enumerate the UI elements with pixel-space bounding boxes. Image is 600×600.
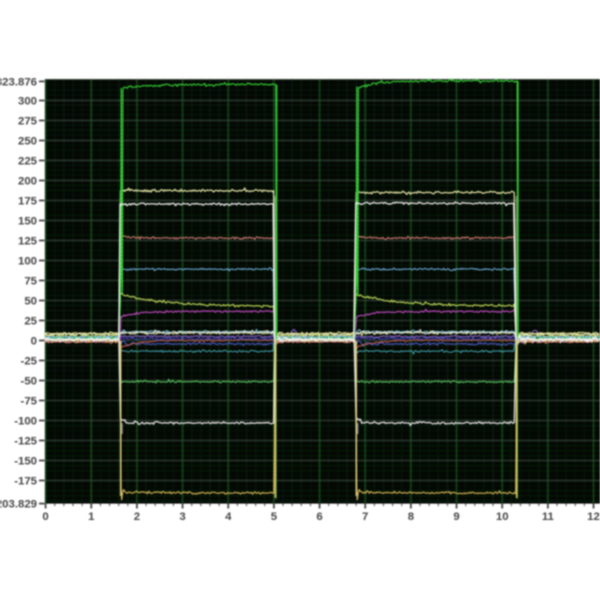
svg-text:-175: -175 [14, 476, 37, 488]
svg-text:300: 300 [18, 96, 37, 108]
svg-text:50: 50 [24, 296, 37, 308]
svg-text:250: 250 [18, 136, 37, 148]
svg-text:4: 4 [225, 511, 232, 523]
svg-text:3: 3 [179, 511, 185, 523]
svg-text:-75: -75 [21, 396, 38, 408]
svg-text:100: 100 [18, 256, 37, 268]
svg-text:12: 12 [587, 511, 600, 523]
svg-text:2: 2 [134, 511, 140, 523]
svg-text:-100: -100 [14, 416, 37, 428]
svg-text:9: 9 [453, 511, 459, 523]
svg-text:5: 5 [271, 511, 278, 523]
svg-text:6: 6 [316, 511, 322, 523]
svg-text:-125: -125 [14, 436, 37, 448]
svg-text:-150: -150 [14, 456, 37, 468]
svg-text:8: 8 [408, 511, 414, 523]
svg-text:10: 10 [496, 511, 509, 523]
svg-text:-203.829: -203.829 [0, 499, 37, 511]
svg-text:125: 125 [18, 236, 38, 248]
svg-text:75: 75 [24, 276, 37, 288]
svg-text:25: 25 [24, 316, 37, 328]
svg-text:0: 0 [31, 336, 37, 348]
svg-text:11: 11 [542, 511, 555, 523]
svg-text:-50: -50 [21, 376, 37, 388]
svg-text:0: 0 [42, 511, 48, 523]
svg-text:7: 7 [362, 511, 368, 523]
svg-text:1: 1 [88, 511, 95, 523]
svg-text:275: 275 [18, 116, 38, 128]
svg-text:150: 150 [18, 216, 37, 228]
svg-text:175: 175 [18, 196, 38, 208]
svg-text:200: 200 [18, 176, 37, 188]
svg-text:323.876: 323.876 [0, 77, 37, 89]
svg-text:-25: -25 [21, 356, 38, 368]
svg-text:225: 225 [18, 156, 38, 168]
